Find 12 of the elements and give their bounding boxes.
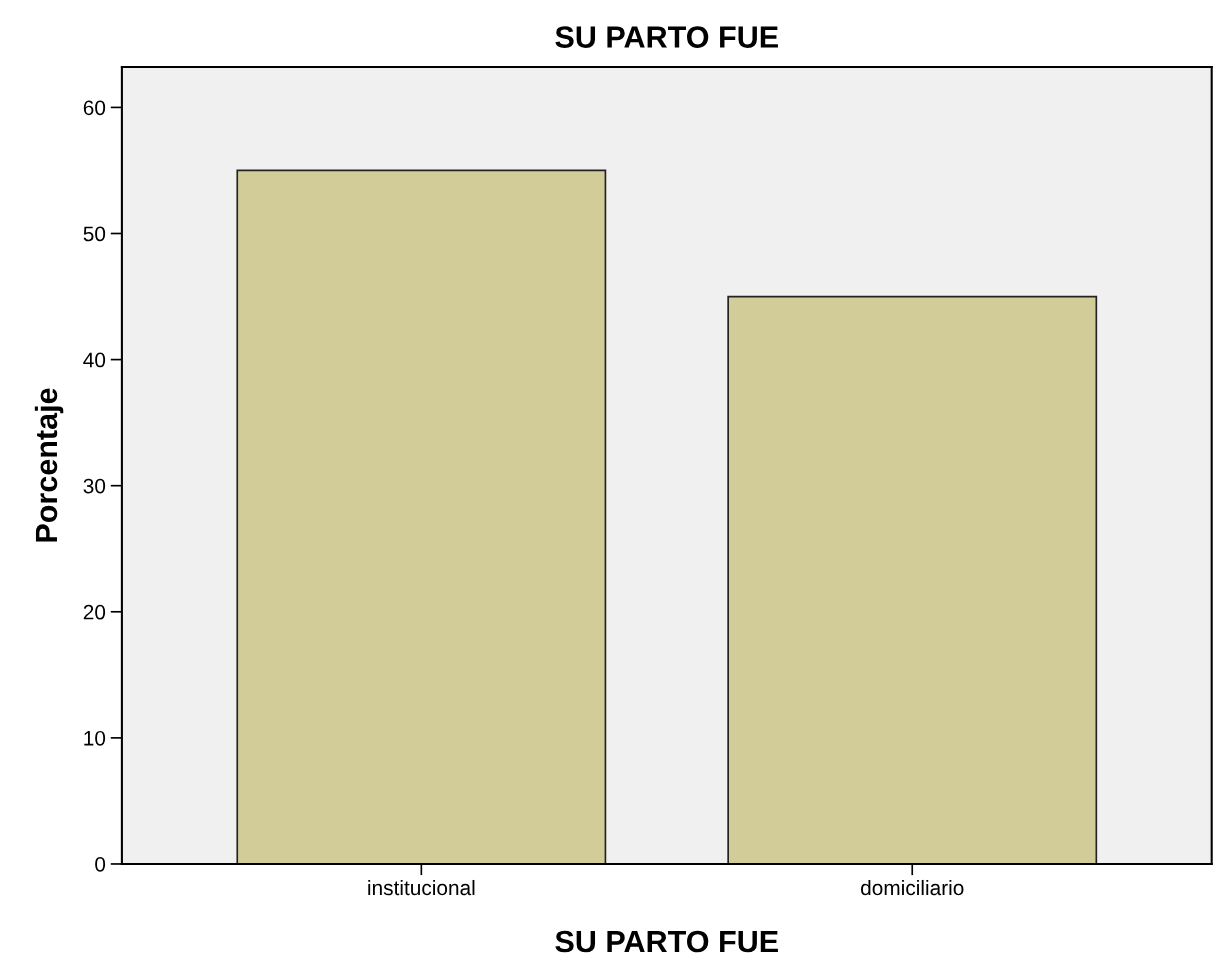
- y-tick-label: 30: [83, 478, 106, 494]
- y-tick-label: 60: [83, 100, 106, 116]
- y-tick-label: 40: [83, 352, 106, 368]
- y-tick-label: 10: [84, 730, 106, 746]
- x-tick-label: institucional: [368, 879, 475, 896]
- y-tick-label: 50: [83, 226, 106, 242]
- y-tick-label: 0: [95, 856, 106, 872]
- x-tick-label: domiciliario: [861, 879, 964, 896]
- x-axis-title: SU PARTO FUE: [555, 930, 778, 953]
- y-tick-label: 20: [83, 604, 106, 620]
- y-axis-title: Porcentaje: [34, 388, 64, 542]
- chart-title: SU PARTO FUE: [555, 26, 778, 48]
